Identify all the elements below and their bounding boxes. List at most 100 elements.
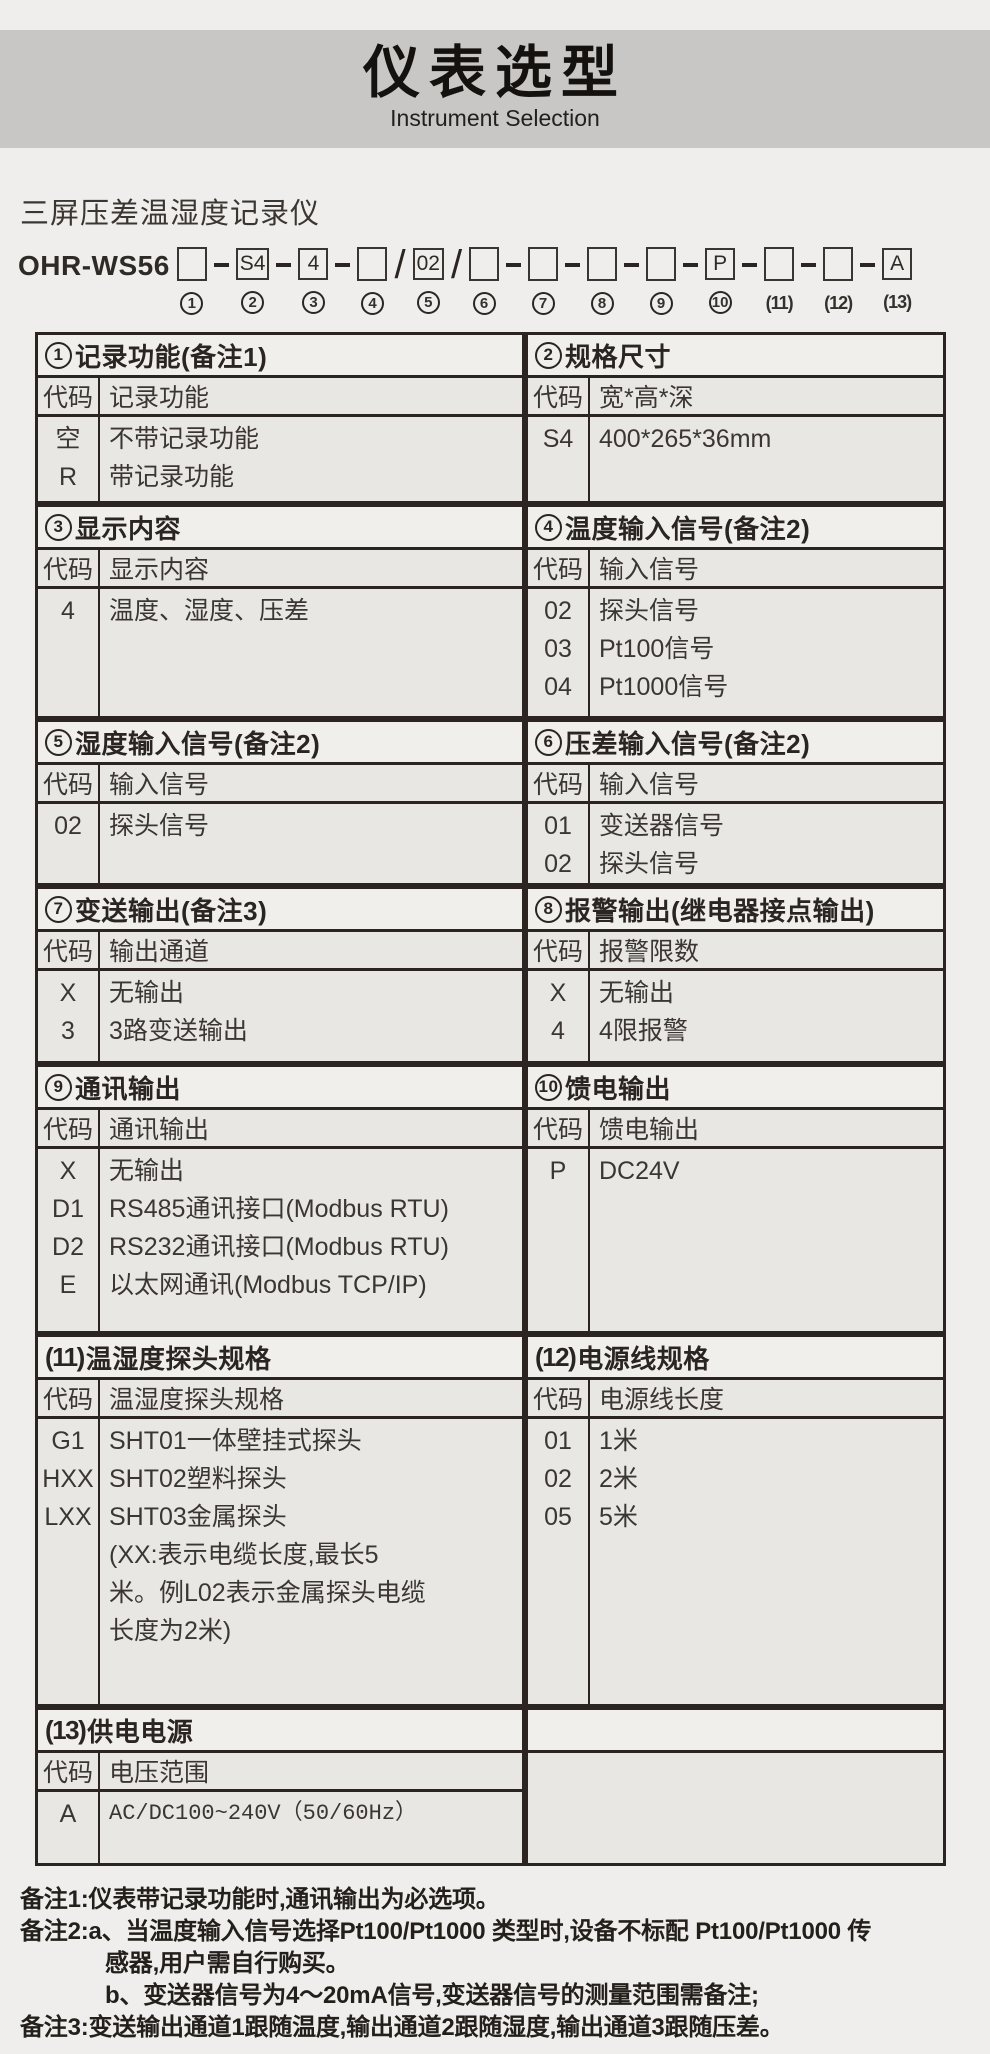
column-header-row: 代码 输入信号 (528, 765, 943, 804)
circled-number: 8 (590, 291, 614, 315)
label-column: SHT01一体壁挂式探头 SHT02塑料探头 SHT03金属探头 (XX:表示电缆长度… (100, 1419, 522, 1704)
model-code-box: P (705, 248, 736, 280)
label-cell: RS485通讯接口(Modbus RTU) (109, 1195, 449, 1223)
code-cell: X (549, 979, 567, 1007)
model-position-number: 8 (590, 290, 614, 316)
label-header-cell: 显示内容 (109, 556, 210, 584)
model-separator: / (394, 245, 405, 285)
paren-number: (11) (765, 292, 794, 313)
model-empty-box (357, 247, 388, 281)
section-11: (11) 温湿度探头规格 代码 温湿度探头规格 G1 HXX LXX SHT01一体壁挂式探头… (35, 1334, 525, 1707)
section-3: 3 显示内容 代码 显示内容 4 温度、湿度、压差 (35, 504, 525, 719)
circled-number: 2 (241, 290, 265, 314)
model-separator (683, 247, 699, 267)
code-cell: 4 (61, 597, 75, 625)
circled-number: 7 (531, 291, 555, 315)
code-cell: A (59, 1800, 77, 1828)
section-title: 9 通讯输出 (38, 1067, 522, 1110)
code-header-cell: 代码 (528, 1110, 590, 1146)
model-segment-4: 4 (357, 247, 388, 316)
model-position-number: 3 (301, 289, 325, 315)
section-6: 6 压差输入信号(备注2) 代码 输入信号 01 02 变送器信号 探头信号 (525, 719, 946, 886)
column-header-row: 代码 电压范围 (38, 1753, 522, 1792)
code-cell: 02 (544, 1465, 572, 1493)
code-cell: 01 (544, 812, 572, 840)
code-cell: 空 (55, 425, 81, 453)
model-empty-box (469, 247, 500, 281)
column-header-row: 代码 输出通道 (38, 932, 522, 971)
model-position-number: 10 (708, 289, 732, 315)
label-header-cell: 电源线长度 (599, 1386, 725, 1414)
note-line: 备注3:变送输出通道1跟随温度,输出通道2跟随湿度,输出通道3跟随压差。 (20, 2014, 784, 2041)
model-position-number: 4 (360, 290, 384, 316)
label-header-cell: 输入信号 (599, 556, 700, 584)
code-column: 01 02 (528, 804, 590, 883)
page-title: 仪表选型 (363, 41, 627, 105)
model-segment-10: P 10 (705, 247, 736, 315)
model-segment-13: A (13) (882, 247, 912, 315)
dash-separator (683, 263, 699, 267)
code-cell: R (58, 463, 78, 491)
dash-separator (860, 263, 876, 267)
section-4: 4 温度输入信号(备注2) 代码 输入信号 02 03 04 探头信号 Pt100信号 Pt100… (525, 504, 946, 719)
dash-separator (801, 263, 817, 267)
section-title: (11) 温湿度探头规格 (38, 1337, 522, 1380)
code-cell: 3 (61, 1017, 75, 1045)
code-header-cell: 代码 (38, 1753, 100, 1789)
code-cell (38, 1536, 98, 1574)
circled-number: 2 (535, 341, 562, 369)
model-prefix: OHR-WS56 (18, 250, 170, 281)
model-separator (624, 247, 640, 267)
circled-number: 9 (45, 1073, 72, 1101)
label-cell: RS232通讯接口(Modbus RTU) (109, 1233, 449, 1261)
section-body: 02 探头信号 (38, 804, 522, 883)
model-separator: / (451, 245, 462, 285)
section-title-text: 压差输入信号(备注2) (565, 728, 811, 759)
section-title-text: 供电电源 (87, 1716, 194, 1747)
label-header-cell: 输入信号 (599, 771, 700, 799)
label-column: 400*265*36mm (590, 417, 943, 501)
label-cell: 温度、湿度、压差 (109, 597, 310, 625)
model-separator (801, 247, 817, 267)
section-title-text: 温湿度探头规格 (85, 1343, 272, 1374)
label-cell: Pt1000信号 (599, 673, 729, 701)
label-column: 探头信号 (100, 804, 522, 883)
circled-number: 9 (649, 291, 673, 315)
code-header-cell: 代码 (528, 550, 590, 586)
label-header-cell: 输出通道 (109, 938, 210, 966)
circled-number: 8 (535, 895, 562, 923)
model-empty-box (646, 247, 677, 281)
label-header-cell: 电压范围 (109, 1759, 210, 1787)
code-cell: HXX (42, 1465, 94, 1493)
label-header-cell: 通讯输出 (109, 1116, 210, 1144)
empty-section-body (528, 1753, 943, 1863)
section-title: 5 湿度输入信号(备注2) (38, 722, 522, 765)
section-body: A AC/DC100~240V（50/60Hz） (38, 1792, 522, 1863)
label-column: 温度、湿度、压差 (100, 589, 522, 716)
model-position-number: 2 (241, 289, 265, 315)
note-line: b、变送器信号为4～20mA信号,变送器信号的测量范围需备注; (105, 1982, 759, 2009)
label-column: DC24V (590, 1149, 943, 1331)
note-line: 感器,用户需自行购买。 (105, 1950, 350, 1977)
code-cell: X (59, 979, 77, 1007)
section-title-text: 报警输出(继电器接点输出) (565, 895, 875, 926)
label-column: 不带记录功能 带记录功能 (100, 417, 522, 501)
code-column: P (528, 1149, 590, 1331)
section-1: 1 记录功能(备注1) 代码 记录功能空 R 不带记录功能 带记录功能 (35, 332, 525, 504)
code-cell: X (59, 1157, 77, 1185)
circled-number: 3 (45, 513, 72, 541)
section-body: 空 R 不带记录功能 带记录功能 (38, 417, 522, 501)
label-cell: 长度为2米) (109, 1617, 232, 1645)
section-body: X D1 D2 E 无输出 RS485通讯接口(Modbus RTU) RS232通讯接口(… (38, 1149, 522, 1331)
model-separator (335, 247, 351, 267)
model-empty-box (764, 247, 795, 281)
code-header-cell: 代码 (528, 1380, 590, 1416)
code-cell (38, 1574, 98, 1612)
column-header-row: 代码 温湿度探头规格 (38, 1380, 522, 1419)
code-cell: 4 (551, 1017, 565, 1045)
model-position-number: 7 (531, 290, 555, 316)
label-cell: 变送器信号 (599, 812, 725, 840)
code-column: S4 (528, 417, 590, 501)
paren-number: (12) (824, 292, 853, 313)
